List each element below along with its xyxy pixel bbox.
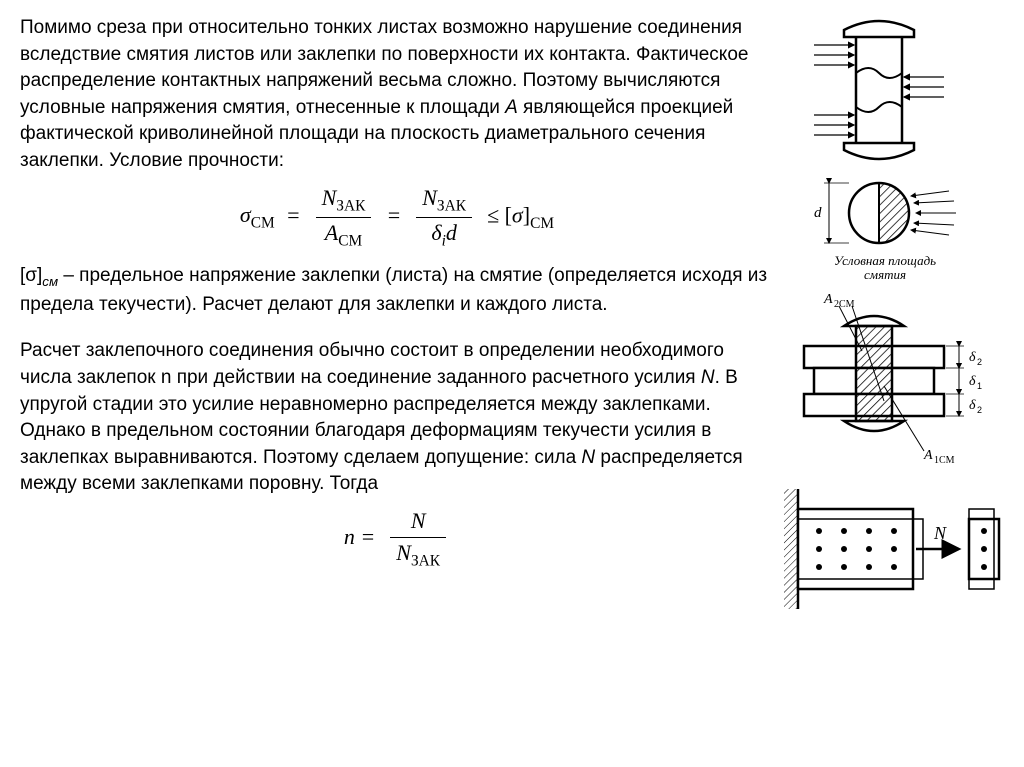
p2-text: – предельное напряжение заклепки (листа)…	[20, 265, 767, 314]
diagram-rivet-side	[784, 15, 974, 165]
svg-text:2: 2	[977, 405, 982, 415]
svg-text:δ: δ	[969, 398, 976, 413]
f1-lhs: σСМ	[240, 202, 275, 227]
circle-caption-line1: Условная площадь	[834, 253, 936, 268]
svg-text:δ: δ	[969, 374, 976, 389]
p3-var-N: N	[701, 367, 715, 388]
p1-var-A: A	[505, 97, 518, 118]
svg-text:A: A	[823, 292, 833, 307]
svg-text:2: 2	[977, 357, 982, 367]
formula-n: n = N NЗАК	[20, 506, 774, 572]
svg-text:δ: δ	[969, 350, 976, 365]
f2-frac: N NЗАК	[390, 506, 446, 572]
svg-text:1СМ: 1СМ	[934, 455, 955, 466]
diagram-circle: d Условная площадь смятия	[784, 173, 984, 283]
p2-sigma: [σ]см	[20, 265, 58, 286]
svg-text:1: 1	[977, 381, 982, 391]
diagram-column: d Условная площадь смятия	[784, 15, 1004, 619]
circle-caption-line2: смятия	[864, 267, 906, 282]
paragraph-3: Расчет заклепочного соединения обычно со…	[20, 338, 774, 498]
f1-frac1: NЗАК AСМ	[316, 183, 372, 252]
text-column: Помимо среза при относительно тонких лис…	[20, 15, 774, 619]
label-N: N	[933, 523, 947, 543]
diagram-plan: N	[784, 479, 1004, 619]
svg-text:A: A	[923, 448, 933, 463]
diagram-section: A 2СМ A 1СМ δ2 δ1 δ2	[784, 291, 1004, 471]
p3-var-N2: N	[581, 447, 595, 468]
f1-frac2: NЗАК δid	[416, 183, 472, 252]
p3-text: Расчет заклепочного соединения обычно со…	[20, 340, 724, 388]
svg-text:2СМ: 2СМ	[834, 299, 855, 310]
paragraph-1: Помимо среза при относительно тонких лис…	[20, 15, 774, 175]
paragraph-2: [σ]см – предельное напряжение заклепки (…	[20, 263, 774, 318]
label-d: d	[814, 205, 822, 221]
formula-sigma: σСМ = NЗАК AСМ = NЗАК δid ≤ [σ]СМ	[20, 183, 774, 252]
